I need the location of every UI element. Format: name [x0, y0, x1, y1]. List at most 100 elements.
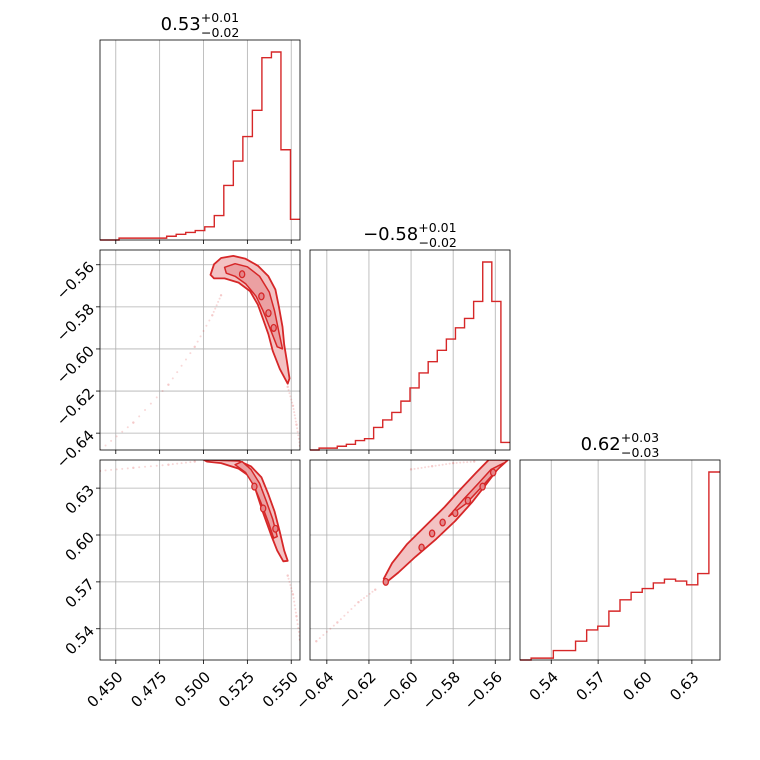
sample-point	[161, 390, 164, 393]
sample-point	[149, 465, 152, 468]
x-tick-label-p3: 0.57	[573, 668, 609, 704]
histogram-p1	[100, 51, 300, 241]
histogram-p2	[310, 261, 510, 451]
sample-point	[155, 464, 158, 467]
sample-point	[121, 467, 124, 470]
sample-point	[294, 611, 297, 614]
sample-point	[115, 435, 118, 438]
contour-core	[479, 482, 486, 491]
sample-point	[115, 468, 118, 471]
sample-point	[155, 396, 158, 399]
sample-point	[357, 600, 360, 604]
sample-point	[294, 607, 297, 610]
y-tick-label-p2: −0.64	[53, 426, 98, 471]
sample-point	[212, 310, 215, 313]
x-tick-label-p2: −0.60	[377, 668, 422, 713]
sample-point	[180, 364, 183, 367]
sample-point	[293, 600, 296, 603]
sample-point	[126, 467, 129, 470]
sample-point	[121, 430, 124, 433]
contour-panel-p1-p2	[96, 249, 301, 454]
sample-point	[293, 414, 296, 417]
hist-panel-p1: 0.53+0.01 −0.02	[99, 10, 301, 244]
sample-point	[138, 466, 141, 469]
sample-point	[217, 300, 220, 303]
contour-core	[418, 543, 425, 552]
contour-core	[272, 524, 279, 533]
x-tick-label-p2: −0.58	[419, 668, 464, 713]
y-tick-label-p3: 0.60	[62, 528, 98, 564]
y-tick-label-p2: −0.62	[53, 384, 98, 429]
sample-point	[445, 463, 448, 466]
contour-core	[265, 309, 272, 318]
sample-point	[420, 466, 423, 469]
contour-outer	[202, 460, 289, 563]
sample-point	[325, 630, 328, 633]
sample-point	[176, 371, 179, 374]
contour-core	[452, 509, 459, 518]
y-tick-label-p3: 0.54	[62, 622, 98, 658]
y-tick-label-p2: −0.56	[53, 258, 98, 303]
y-tick-label-p2: −0.60	[53, 342, 98, 387]
x-tick-label-p3: 0.54	[526, 668, 562, 704]
sample-point	[214, 307, 217, 310]
sample-point	[288, 580, 291, 583]
sample-point	[149, 402, 152, 405]
sample-point	[292, 597, 295, 600]
sample-point	[462, 461, 465, 464]
sample-point	[289, 584, 292, 586]
sample-point	[215, 304, 218, 307]
histogram-p3	[520, 471, 720, 661]
contour-core	[382, 577, 390, 586]
contour-group	[100, 254, 300, 450]
axes-frame	[99, 459, 301, 661]
axes-frame	[309, 249, 511, 451]
sample-point	[438, 464, 441, 467]
contour-core	[464, 496, 472, 505]
contour-core	[270, 323, 277, 332]
sample-point	[205, 324, 208, 327]
sample-point	[180, 462, 183, 465]
sample-point	[193, 345, 196, 349]
sample-point	[295, 423, 298, 426]
sample-point	[427, 465, 430, 468]
sample-point	[171, 463, 174, 466]
sample-point	[353, 604, 356, 607]
x-tick-label-p2: −0.62	[334, 668, 379, 713]
axes-frame	[99, 249, 301, 451]
sample-point	[459, 461, 462, 464]
sample-point	[413, 467, 416, 470]
contour-core	[439, 518, 446, 527]
y-tick-label-p3: 0.63	[62, 481, 98, 517]
sample-point	[144, 465, 147, 468]
sample-point	[371, 590, 374, 593]
sample-point	[132, 466, 135, 470]
panel-title-p3: 0.62+0.03 −0.03	[581, 430, 660, 460]
sample-point	[424, 466, 427, 469]
sample-point	[289, 395, 292, 398]
contour-core	[238, 270, 246, 279]
x-tick-label-p3: 0.60	[619, 668, 655, 704]
sample-point	[287, 577, 290, 580]
sample-point	[296, 623, 299, 626]
sample-point	[322, 634, 325, 636]
sample-point	[184, 358, 187, 361]
contour-group	[315, 460, 509, 643]
sample-point	[104, 469, 107, 472]
contour-outer	[209, 254, 291, 385]
sample-point	[176, 462, 179, 465]
sample-point	[374, 588, 377, 591]
sample-point	[286, 574, 289, 577]
sample-point	[363, 597, 366, 600]
sample-point	[473, 460, 476, 463]
sample-point	[287, 389, 290, 391]
sample-point	[294, 417, 297, 420]
sample-point	[332, 624, 335, 627]
sample-point	[346, 611, 349, 614]
x-tick-label-p2: −0.64	[292, 668, 337, 713]
sample-point	[171, 377, 174, 380]
sample-point	[294, 420, 297, 423]
sample-point	[290, 398, 293, 401]
sample-point	[104, 444, 107, 447]
sample-point	[329, 627, 332, 630]
